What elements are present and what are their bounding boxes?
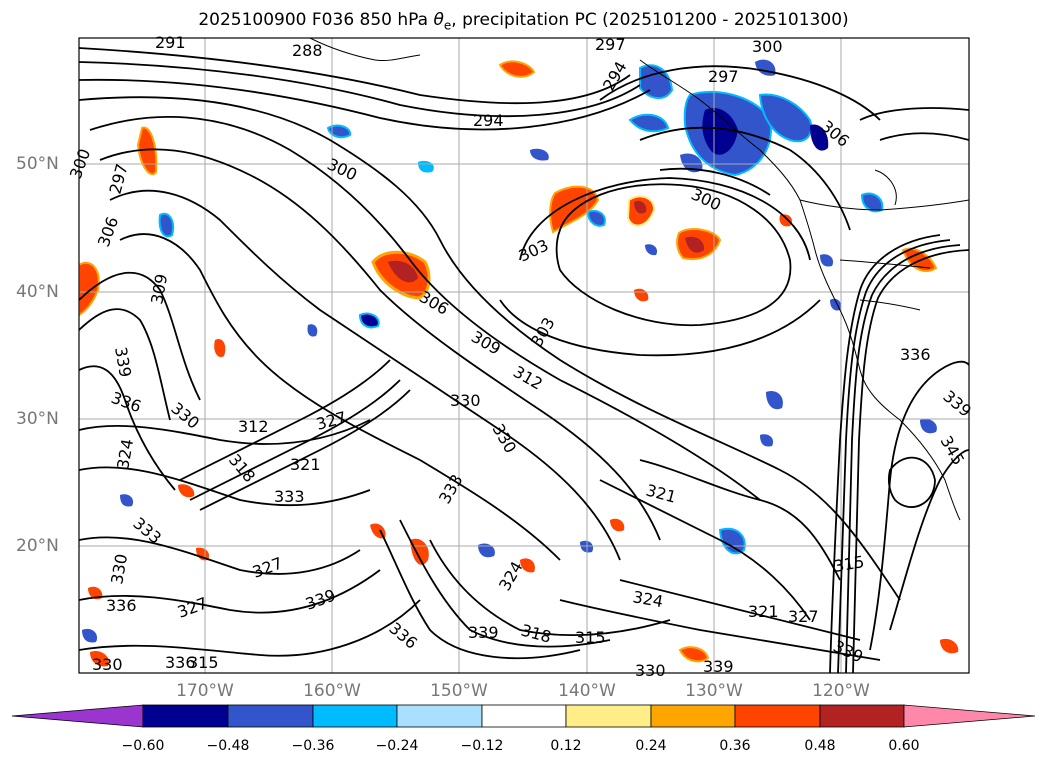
- contour-label: 339: [703, 657, 734, 676]
- contour-label: 339: [468, 623, 499, 642]
- contour-label: 336: [165, 653, 196, 672]
- lat-label: 20°N: [16, 536, 59, 556]
- contour-label: 297: [708, 67, 739, 86]
- colorbar-bin: [481, 704, 567, 728]
- theta-e-contours: [79, 47, 969, 673]
- lon-label: 120°W: [812, 681, 870, 701]
- colorbar: [11, 704, 1036, 728]
- colorbar-bin: [312, 704, 398, 728]
- contour-label: 312: [238, 417, 269, 436]
- contour-label: 321: [290, 455, 321, 474]
- colorbar-bin: [734, 704, 821, 728]
- colorbar-bin: [565, 704, 652, 728]
- lon-label: 160°W: [303, 681, 361, 701]
- contour-label: 294: [473, 111, 504, 130]
- colorbar-bin: [142, 704, 229, 728]
- lon-label: 170°W: [176, 681, 234, 701]
- lon-label: 130°W: [685, 681, 743, 701]
- contour-label: 315: [575, 628, 606, 647]
- contour-label: 336: [900, 345, 931, 364]
- colorbar-tick-label: 0.24: [635, 738, 667, 754]
- colorbar-under-extension: [11, 704, 144, 728]
- lon-label: 140°W: [558, 681, 616, 701]
- contour-label: 327: [788, 607, 819, 626]
- colorbar-tick-label: 0.48: [804, 738, 836, 754]
- colorbar-tick-label: 0.12: [550, 738, 582, 754]
- colorbar-tick-label: 0.60: [888, 738, 920, 754]
- colorbar-bin: [819, 704, 905, 728]
- lat-label: 50°N: [16, 154, 59, 174]
- contour-label: 291: [155, 33, 186, 52]
- lat-label: 30°N: [16, 409, 59, 429]
- contour-label: 330: [92, 655, 123, 674]
- contour-label: 288: [292, 41, 323, 60]
- colorbar-bin: [227, 704, 314, 728]
- colorbar-bin: [650, 704, 736, 728]
- coastlines: [309, 38, 969, 521]
- map-title: 2025100900 F036 850 hPa θe, precipitatio…: [198, 10, 849, 33]
- contour-label: 315: [188, 653, 219, 672]
- contour-label: 330: [450, 391, 481, 410]
- contour-label: 297: [595, 35, 626, 54]
- colorbar-tick-label: 0.36: [719, 738, 751, 754]
- lon-label: 150°W: [430, 681, 488, 701]
- colorbar-tick-label: −0.12: [460, 738, 504, 754]
- contour-label: 300: [752, 37, 783, 56]
- colorbar-bin: [396, 704, 483, 728]
- colorbar-tick-label: −0.48: [206, 738, 250, 754]
- contour-label: 333: [274, 487, 305, 506]
- colorbar-tick-label: −0.60: [121, 738, 165, 754]
- colorbar-tick-label: −0.24: [375, 738, 419, 754]
- contour-label: 330: [635, 661, 666, 680]
- contour-label: 321: [748, 602, 779, 621]
- colorbar-tick-label: −0.36: [291, 738, 335, 754]
- contour-label: 336: [106, 596, 137, 615]
- colorbar-over-extension: [903, 704, 1036, 728]
- plot-frame: [78, 37, 970, 674]
- lat-label: 40°N: [16, 282, 59, 302]
